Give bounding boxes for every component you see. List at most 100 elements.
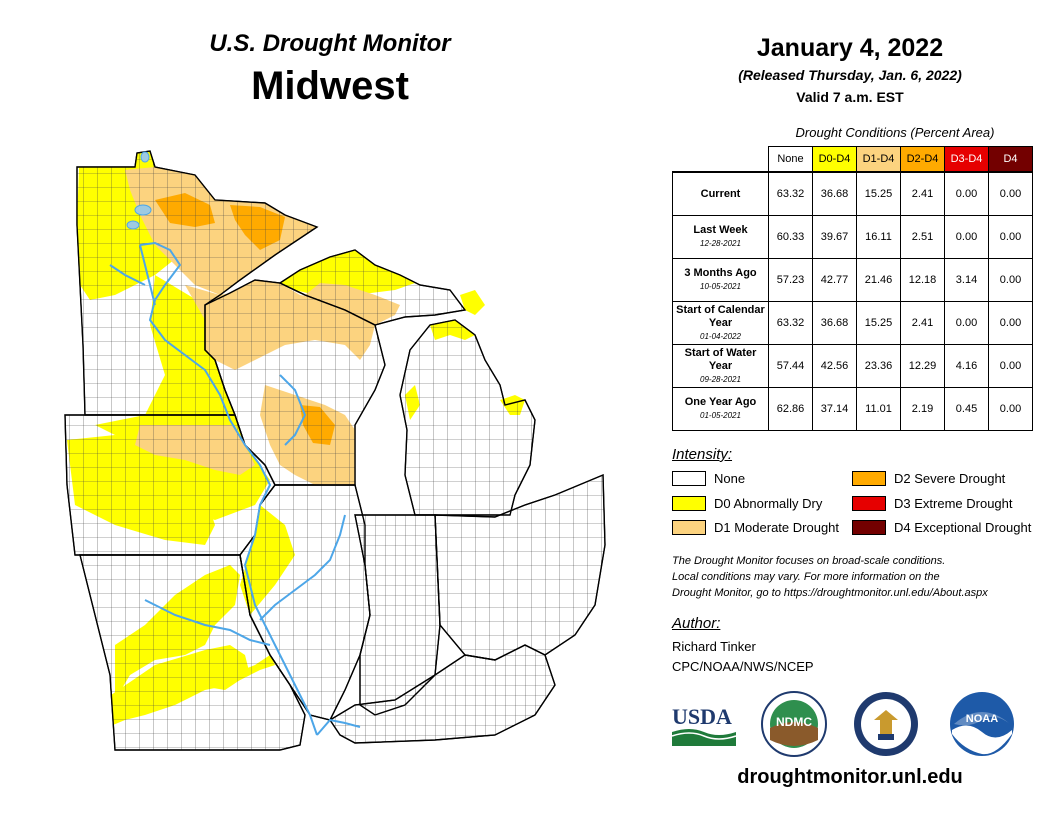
legend-swatch bbox=[852, 496, 886, 511]
legend-item-d1: D1 Moderate Drought bbox=[672, 520, 839, 535]
legend-item-d2: D2 Severe Drought bbox=[852, 471, 1005, 486]
svg-text:NOAA: NOAA bbox=[966, 713, 998, 725]
drought-conditions-table: None D0-D4 D1-D4 D2-D4 D3-D4 D4 Current … bbox=[672, 146, 1033, 431]
table-cell: 2.41 bbox=[900, 171, 945, 216]
legend-swatch bbox=[672, 520, 706, 535]
table-cell: 4.16 bbox=[944, 344, 989, 388]
table-cell: 0.00 bbox=[988, 301, 1033, 345]
table-cell: 0.00 bbox=[944, 171, 989, 216]
table-cell: 36.68 bbox=[812, 301, 857, 345]
table-cell: 0.00 bbox=[944, 215, 989, 259]
legend-item-d3: D3 Extreme Drought bbox=[852, 496, 1013, 511]
release-date: (Released Thursday, Jan. 6, 2022) bbox=[738, 67, 962, 83]
rivers bbox=[109, 241, 361, 736]
disclaimer-note: The Drought Monitor focuses on broad-sca… bbox=[672, 553, 1042, 601]
legend-label: D3 Extreme Drought bbox=[894, 496, 1013, 511]
lakes bbox=[126, 151, 152, 230]
map-subtitle: U.S. Drought Monitor bbox=[209, 30, 451, 57]
note-line: The Drought Monitor focuses on broad-sca… bbox=[672, 555, 946, 567]
noaa-logo: NOAA bbox=[950, 692, 1014, 756]
legend-item-none: None bbox=[672, 471, 745, 486]
col-header-d1-d4: D1-D4 bbox=[856, 146, 901, 173]
table-cell: 21.46 bbox=[856, 258, 901, 302]
legend-label: D0 Abnormally Dry bbox=[714, 496, 823, 511]
legend-swatch bbox=[852, 520, 886, 535]
legend-swatch bbox=[852, 471, 886, 486]
legend-title: Intensity: bbox=[672, 446, 733, 463]
row-label: One Year Ago 01-05-2021 bbox=[672, 387, 769, 431]
table-cell: 63.32 bbox=[768, 171, 813, 216]
usda-logo: USDA bbox=[671, 704, 737, 746]
row-date: 09-28-2021 bbox=[700, 374, 741, 384]
table-cell: 15.25 bbox=[856, 171, 901, 216]
row-label: Start of Water Year 09-28-2021 bbox=[672, 344, 769, 388]
table-cell: 0.00 bbox=[944, 301, 989, 345]
row-label: Last Week 12-28-2021 bbox=[672, 215, 769, 259]
legend-label: D1 Moderate Drought bbox=[714, 520, 840, 535]
legend-item-d4: D4 Exceptional Drought bbox=[852, 520, 1031, 535]
table-row: Current 63.32 36.68 15.25 2.41 0.00 0.00 bbox=[672, 171, 1033, 216]
table-row: Start of Calendar Year 01-04-2022 63.32 3… bbox=[672, 301, 1033, 345]
ndmc-logo: NDMC bbox=[761, 691, 827, 757]
table-row: Start of Water Year 09-28-2021 57.44 42.5… bbox=[672, 344, 1033, 388]
row-date: 01-05-2021 bbox=[700, 411, 741, 420]
row-label: Start of Calendar Year 01-04-2022 bbox=[672, 301, 769, 345]
row-label: 3 Months Ago 10-05-2021 bbox=[672, 258, 769, 302]
table-cell: 57.23 bbox=[768, 258, 813, 302]
row-date: 01-04-2022 bbox=[700, 331, 741, 341]
table-cell: 12.29 bbox=[900, 344, 945, 388]
legend-label: D4 Exceptional Drought bbox=[894, 520, 1032, 535]
table-cell: 23.36 bbox=[856, 344, 901, 388]
table-title: Drought Conditions (Percent Area) bbox=[795, 125, 995, 140]
table-cell: 42.77 bbox=[812, 258, 857, 302]
table-cell: 42.56 bbox=[812, 344, 857, 388]
col-header-d2-d4: D2-D4 bbox=[900, 146, 945, 173]
table-cell: 15.25 bbox=[856, 301, 901, 345]
valid-time: Valid 7 a.m. EST bbox=[796, 89, 904, 105]
legend-label: None bbox=[714, 471, 746, 486]
row-date: 12-28-2021 bbox=[700, 239, 741, 248]
note-line: Local conditions may vary. For more info… bbox=[672, 571, 940, 583]
svg-text:NDMC: NDMC bbox=[776, 715, 812, 729]
legend-swatch bbox=[672, 471, 706, 486]
table-cell: 0.00 bbox=[988, 258, 1033, 302]
author-block: Richard Tinker CPC/NOAA/NWS/NCEP bbox=[672, 637, 814, 677]
doc-seal-logo bbox=[854, 692, 918, 756]
table-cell: 0.00 bbox=[988, 387, 1033, 431]
table-cell: 12.18 bbox=[900, 258, 945, 302]
table-cell: 2.51 bbox=[900, 215, 945, 259]
table-cell: 2.19 bbox=[900, 387, 945, 431]
table-cell: 37.14 bbox=[812, 387, 857, 431]
map-date: January 4, 2022 bbox=[756, 34, 944, 62]
table-cell: 3.14 bbox=[944, 258, 989, 302]
col-header-none: None bbox=[768, 146, 813, 173]
col-header-d3-d4: D3-D4 bbox=[944, 146, 989, 173]
region-title: Midwest bbox=[251, 64, 409, 108]
table-cell: 57.44 bbox=[768, 344, 813, 388]
state-borders bbox=[64, 150, 606, 751]
drought-map bbox=[64, 150, 606, 751]
legend-swatch bbox=[672, 496, 706, 511]
table-cell: 11.01 bbox=[856, 387, 901, 431]
table-cell: 0.00 bbox=[988, 215, 1033, 259]
website-link[interactable]: droughtmonitor.unl.edu bbox=[737, 766, 963, 788]
col-header-d0-d4: D0-D4 bbox=[812, 146, 857, 173]
author-org: CPC/NOAA/NWS/NCEP bbox=[672, 659, 814, 674]
table-row: One Year Ago 01-05-2021 62.86 37.14 11.01… bbox=[672, 387, 1033, 431]
table-cell: 0.45 bbox=[944, 387, 989, 431]
col-header-d4: D4 bbox=[988, 146, 1033, 173]
legend-item-d0: D0 Abnormally Dry bbox=[672, 496, 822, 511]
author-name: Richard Tinker bbox=[672, 639, 756, 654]
svg-text:USDA: USDA bbox=[672, 704, 732, 729]
table-cell: 36.68 bbox=[812, 171, 857, 216]
row-label: Current bbox=[672, 171, 769, 216]
table-cell: 62.86 bbox=[768, 387, 813, 431]
table-cell: 2.41 bbox=[900, 301, 945, 345]
table-row: Last Week 12-28-2021 60.33 39.67 16.11 2.… bbox=[672, 215, 1033, 259]
table-cell: 0.00 bbox=[988, 171, 1033, 216]
note-line: Drought Monitor, go to https://droughtmo… bbox=[672, 587, 988, 599]
legend-label: D2 Severe Drought bbox=[894, 471, 1006, 486]
row-date: 10-05-2021 bbox=[700, 282, 741, 291]
table-row: 3 Months Ago 10-05-2021 57.23 42.77 21.46… bbox=[672, 258, 1033, 302]
table-cell: 60.33 bbox=[768, 215, 813, 259]
